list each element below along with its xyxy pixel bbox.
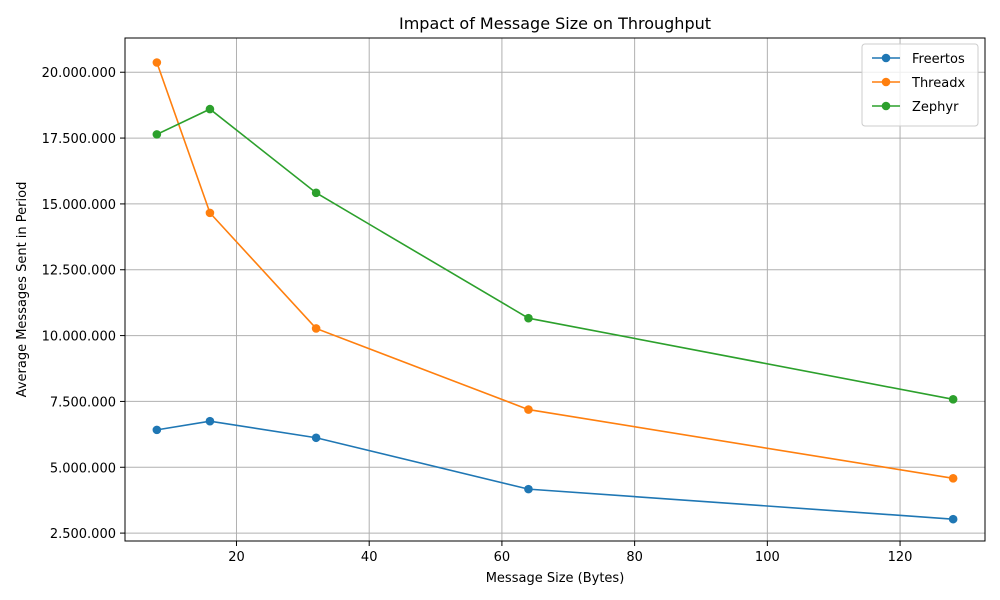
- data-point-zephyr: [948, 395, 958, 404]
- data-point-zephyr: [152, 130, 162, 139]
- y-tick-label: 12.500.000: [42, 264, 116, 279]
- y-tick-label: 20.000.000: [42, 66, 116, 81]
- x-axis-label: Message Size (Bytes): [486, 571, 625, 586]
- grid-lines: [125, 38, 985, 541]
- legend-swatch-marker: [881, 77, 891, 87]
- legend-label-freertos: Freertos: [912, 52, 965, 67]
- legend-swatch-marker: [881, 53, 891, 63]
- series-line-threadx: [156, 62, 954, 480]
- data-point-freertos: [205, 416, 215, 426]
- y-tick-label: 10.000.000: [42, 330, 116, 345]
- y-tick-label: 15.000.000: [42, 198, 116, 213]
- data-point-zephyr: [311, 188, 321, 198]
- data-point-freertos: [152, 425, 162, 435]
- series-layer: [152, 58, 958, 524]
- y-axis-ticks: 2.500.000 5.000.000 7.500.000 10.000.000 12.…: [42, 66, 125, 542]
- data-point-threadx: [152, 58, 162, 67]
- data-point-freertos: [524, 484, 533, 494]
- x-tick-label: 60: [494, 550, 511, 565]
- data-point-zephyr: [524, 313, 533, 323]
- data-point-threadx: [524, 405, 533, 414]
- x-axis-ticks: 20 40 60 80 100 120: [228, 541, 912, 565]
- legend: Freertos Threadx Zephyr: [861, 43, 979, 127]
- data-point-threadx: [948, 474, 958, 483]
- y-tick-label: 7.500.000: [50, 395, 116, 410]
- y-tick-label: 17.500.000: [42, 132, 116, 147]
- data-point-threadx: [311, 324, 321, 333]
- data-point-threadx: [205, 208, 215, 218]
- y-tick-label: 5.000.000: [50, 461, 116, 476]
- data-point-freertos: [311, 433, 321, 443]
- x-tick-label: 40: [361, 550, 378, 565]
- legend-swatch-marker: [881, 101, 891, 111]
- legend-label-threadx: Threadx: [911, 76, 965, 91]
- chart-title: Impact of Message Size on Throughput: [399, 14, 711, 33]
- y-tick-label: 2.500.000: [50, 527, 116, 542]
- plot-frame: [124, 37, 986, 542]
- data-point-freertos: [948, 514, 958, 524]
- y-axis-label: Average Messages Sent in Period: [15, 182, 30, 398]
- series-line-zephyr: [156, 108, 954, 401]
- x-tick-label: 80: [626, 550, 643, 565]
- data-point-zephyr: [205, 104, 215, 114]
- x-tick-label: 20: [228, 550, 245, 565]
- series-line-freertos: [156, 420, 954, 520]
- x-tick-label: 100: [755, 550, 780, 565]
- legend-label-zephyr: Zephyr: [912, 100, 959, 115]
- x-tick-label: 120: [888, 550, 913, 565]
